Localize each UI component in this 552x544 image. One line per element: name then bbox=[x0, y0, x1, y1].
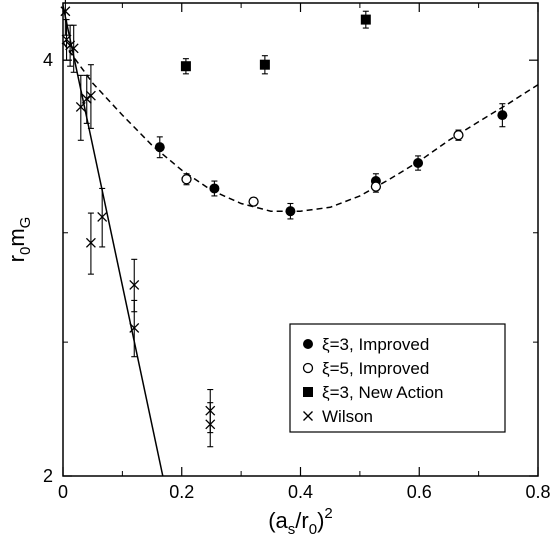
x-axis-label-sup: 2 bbox=[324, 505, 332, 522]
xi3-new-action-point bbox=[180, 61, 191, 72]
xi3-improved-point bbox=[209, 183, 220, 194]
x-tick-label: 0 bbox=[58, 482, 68, 502]
wilson-point bbox=[81, 93, 92, 104]
legend-marker-wilson-stroke-b bbox=[303, 411, 313, 421]
wilson-point bbox=[205, 419, 216, 430]
xi5-improved-point bbox=[370, 181, 382, 192]
legend-marker-xi3-new-action bbox=[303, 387, 313, 397]
wilson-point bbox=[75, 101, 86, 112]
xi3-improved-point bbox=[497, 110, 508, 121]
y-axis-label: r0mG bbox=[4, 217, 34, 263]
wilson-point bbox=[205, 405, 216, 416]
y-axis-label-base: r bbox=[4, 255, 29, 262]
wilson-fit-line bbox=[63, 5, 164, 476]
wilson-point bbox=[85, 237, 96, 248]
xi3-new-action-point bbox=[259, 59, 270, 70]
y-axis-label-sub2: G bbox=[17, 217, 34, 229]
axis-ticks: 0 0.2 0.4 0.6 0.8 2 4 bbox=[43, 3, 551, 502]
xi5-improved-point bbox=[181, 174, 192, 185]
y-tick-label: 2 bbox=[43, 466, 53, 486]
wilson-point-stroke-b bbox=[129, 322, 140, 333]
wilson-point bbox=[129, 322, 140, 333]
wilson-point-stroke-b bbox=[205, 419, 216, 430]
xi3-improved-point bbox=[154, 142, 165, 153]
x-axis-label-base: (a bbox=[268, 508, 288, 533]
wilson-point-stroke-b bbox=[85, 237, 96, 248]
legend-label-xi3-new-action: ξ=3, New Action bbox=[322, 383, 443, 402]
x-tick-label: 0.4 bbox=[288, 482, 313, 502]
xi5-improved-point bbox=[453, 130, 464, 141]
wilson-point bbox=[85, 90, 96, 101]
wilson-point-stroke-b bbox=[75, 101, 86, 112]
wilson-point-stroke-b bbox=[129, 279, 140, 290]
xi3-improved-point bbox=[413, 157, 424, 168]
xi3-improved-point bbox=[285, 206, 296, 217]
legend-label-xi3-improved: ξ=3, Improved bbox=[322, 335, 429, 354]
legend-marker-xi3-improved bbox=[303, 339, 313, 349]
wilson-point-stroke-b bbox=[68, 43, 79, 54]
legend-label-xi5-improved: ξ=5, Improved bbox=[322, 359, 429, 378]
legend-marker-xi5-improved bbox=[302, 362, 314, 374]
x-tick-label: 0.6 bbox=[407, 482, 432, 502]
y-tick-label: 4 bbox=[43, 50, 53, 70]
wilson-point-stroke-b bbox=[81, 93, 92, 104]
xi5-improved-point bbox=[248, 196, 259, 207]
x-axis-label-sub2: 0 bbox=[309, 521, 317, 538]
legend: ξ=3, Improved ξ=5, Improved ξ=3, New Actio… bbox=[289, 323, 506, 433]
wilson-point-stroke-b bbox=[205, 405, 216, 416]
legend-box bbox=[289, 323, 506, 433]
xi3-new-action-point bbox=[360, 14, 371, 25]
data-markers bbox=[60, 6, 508, 430]
wilson-point-stroke-b bbox=[97, 212, 108, 222]
y-axis-label-sub1: 0 bbox=[17, 247, 34, 255]
improved-fit-curve bbox=[63, 41, 538, 212]
x-tick-label: 0.8 bbox=[525, 482, 550, 502]
x-axis-label: (as/r0)2 bbox=[268, 505, 333, 538]
y-axis-label-mid: m bbox=[4, 228, 29, 246]
wilson-point bbox=[68, 43, 79, 54]
x-tick-label: 0.2 bbox=[169, 482, 194, 502]
wilson-point bbox=[129, 279, 140, 290]
wilson-point bbox=[97, 212, 108, 222]
x-axis-label-sub1: s bbox=[288, 521, 296, 538]
legend-marker-wilson bbox=[303, 411, 313, 421]
wilson-point-stroke-b bbox=[85, 90, 96, 101]
x-axis-label-close: ) bbox=[317, 508, 324, 533]
x-axis-label-mid: /r bbox=[295, 508, 308, 533]
legend-label-wilson: Wilson bbox=[322, 407, 373, 426]
